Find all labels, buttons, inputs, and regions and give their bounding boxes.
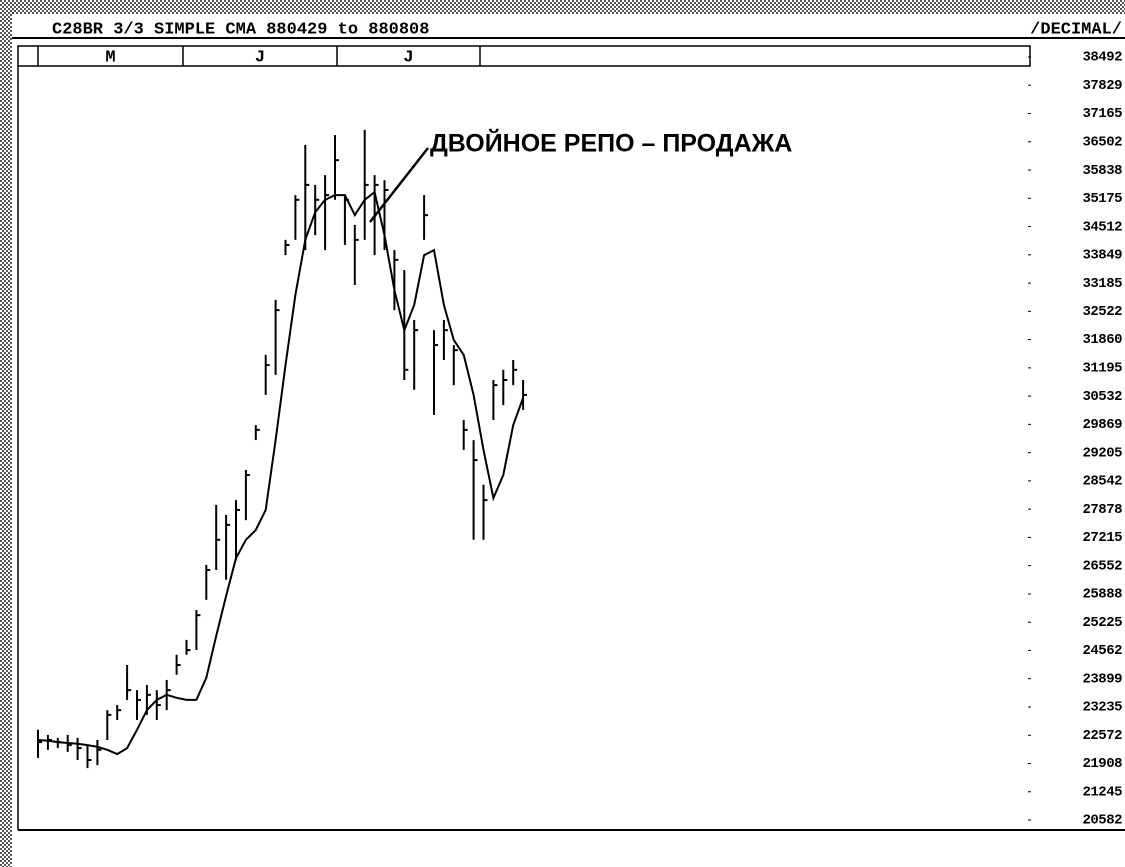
y-tick-label: 30532	[1082, 389, 1122, 405]
y-tick-label: 28542	[1082, 474, 1122, 490]
y-tick-label: 33185	[1082, 276, 1122, 292]
y-tick-label: 20582	[1082, 813, 1122, 829]
y-tick-label: 31195	[1082, 361, 1122, 377]
month-label: M	[105, 48, 115, 67]
y-tick-label: 35838	[1082, 163, 1122, 179]
left-border	[0, 0, 12, 867]
y-tick-label: 37165	[1082, 106, 1122, 122]
y-tick-label: 34512	[1082, 219, 1122, 235]
y-tick-label: 33849	[1082, 248, 1122, 264]
annotation: ДВОЙНОЕ РЕПО – ПРОДАЖА	[430, 128, 792, 158]
y-tick-label: 21245	[1082, 784, 1122, 800]
chart-title: C28BR 3/3 SIMPLE CMA 880429 to 880808	[52, 20, 429, 39]
y-tick-label: 21908	[1082, 756, 1122, 772]
y-tick-label: 26552	[1082, 558, 1122, 574]
annotation-arrow	[369, 147, 429, 223]
y-tick-label: 25225	[1082, 615, 1122, 631]
month-label: J	[255, 48, 265, 67]
moving-average	[37, 190, 525, 756]
month-label: J	[403, 48, 413, 67]
y-tick-label: 27215	[1082, 530, 1122, 546]
header-mode: /DECIMAL/	[1030, 20, 1122, 39]
y-tick-label: 23235	[1082, 700, 1122, 716]
y-tick-label: 27878	[1082, 502, 1122, 518]
y-tick-label: 32522	[1082, 304, 1122, 320]
y-tick-label: 36502	[1082, 134, 1122, 150]
top-border	[0, 0, 1125, 14]
month-row	[17, 45, 1031, 67]
y-tick-label: 25888	[1082, 587, 1122, 603]
y-tick-label: 38492	[1082, 50, 1122, 66]
y-tick-label: 37829	[1082, 78, 1122, 94]
y-tick-label: 23899	[1082, 671, 1122, 687]
y-tick-label: 22572	[1082, 728, 1122, 744]
y-tick-label: 29869	[1082, 417, 1122, 433]
y-tick-label: 29205	[1082, 445, 1122, 461]
y-tick-label: 24562	[1082, 643, 1122, 659]
y-tick-label: 35175	[1082, 191, 1122, 207]
y-tick-label: 31860	[1082, 332, 1122, 348]
